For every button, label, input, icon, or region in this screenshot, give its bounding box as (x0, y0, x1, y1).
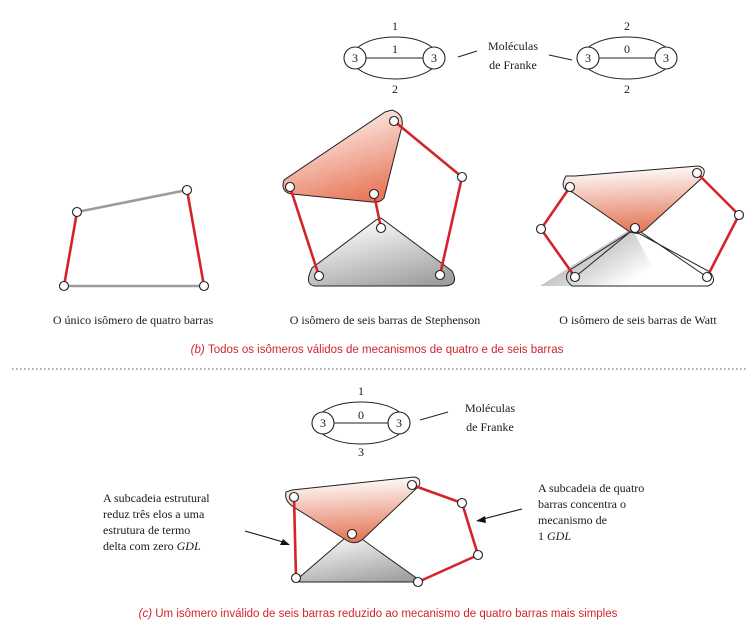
subtitle-c: (c) Um isômero inválido de seis barras r… (139, 608, 618, 620)
watt-mechanism (535, 165, 745, 287)
ternary-link-red (285, 476, 421, 544)
joint (701, 271, 713, 283)
joint (71, 206, 83, 218)
node-label: 3 (431, 51, 437, 65)
binary-link (460, 501, 480, 557)
joint (368, 188, 380, 200)
ternary-link-gray (308, 217, 455, 287)
graph-node (422, 46, 446, 70)
binary-link (416, 553, 480, 584)
ternary-link-red (562, 165, 705, 234)
graph-node (343, 46, 367, 70)
joint (375, 222, 387, 234)
four-bar-mechanism (58, 184, 210, 292)
node-label: 3 (663, 51, 669, 65)
joint (535, 223, 547, 235)
node-label: 3 (396, 416, 402, 430)
joint (733, 209, 745, 221)
franke-graph-c: 3 3 1 0 3 (311, 384, 411, 459)
binary-link (410, 483, 464, 505)
franke-label-line1: Moléculas (488, 39, 538, 53)
joint (198, 280, 210, 292)
franke-label-line2: de Franke (489, 58, 537, 72)
joint (388, 115, 400, 127)
caption-stephenson: O isômero de seis barras de Stephenson (290, 313, 481, 327)
joint (406, 479, 418, 491)
binary-link (392, 119, 464, 179)
binary-link (438, 175, 464, 277)
graph-node (576, 46, 600, 70)
joint (181, 184, 193, 196)
right-note: A subcadeia de quatro barras concentra o… (538, 481, 647, 543)
annotation-arrows (244, 508, 523, 545)
franke-label-line2: de Franke (466, 420, 514, 434)
franke-label-b: Moléculas de Franke (457, 39, 573, 72)
caption-four-bar: O único isômero de quatro barras (53, 313, 214, 327)
joint (290, 572, 302, 584)
franke-label-line1: Moléculas (465, 401, 515, 415)
node-label: 3 (320, 416, 326, 430)
franke-graph-b2: 3 3 2 0 2 (576, 19, 678, 96)
edge-label-middle: 1 (392, 42, 398, 56)
joint (691, 167, 703, 179)
subtitle-b: (b) Todos os isômeros válidos de mecanis… (191, 344, 564, 356)
joint (346, 528, 358, 540)
edge-label-top: 2 (624, 19, 630, 33)
graph-node (387, 411, 411, 435)
joint (569, 271, 581, 283)
joint (284, 181, 296, 193)
joint (313, 270, 325, 282)
binary-link (705, 213, 741, 279)
left-note: A subcadeia estrutural reduz três elos a… (103, 491, 213, 553)
node-label: 3 (585, 51, 591, 65)
binary-link (539, 227, 577, 279)
node-label: 3 (352, 51, 358, 65)
edge-label-middle: 0 (358, 408, 364, 422)
joint (472, 549, 484, 561)
joint (412, 576, 424, 588)
binary-link (695, 171, 741, 217)
edge-label-top: 1 (358, 384, 364, 398)
subtitle-text: Um isômero inválido de seis barras reduz… (155, 608, 617, 620)
binary-link (539, 185, 572, 231)
subtitle-letter: c (142, 608, 148, 620)
binary-link (292, 495, 298, 580)
ternary-link-red (282, 109, 403, 203)
arrow-left (244, 530, 284, 543)
binary-link (288, 185, 321, 278)
ternary-link-gray (292, 531, 424, 583)
joint (434, 269, 446, 281)
joint (629, 222, 641, 234)
edge-label-top: 1 (392, 19, 398, 33)
joint (456, 171, 468, 183)
coupler-link (76, 188, 188, 214)
edge-label-bottom: 3 (358, 445, 364, 459)
franke-graph-b1: 3 3 1 1 2 (343, 19, 446, 96)
invalid-isomer-mechanism (285, 476, 484, 588)
edge-label-bottom: 2 (392, 82, 398, 96)
rocker-link (185, 188, 206, 288)
arrow-right (482, 508, 523, 520)
binary-link (372, 192, 383, 230)
edge-label-bottom: 2 (624, 82, 630, 96)
graph-node (654, 46, 678, 70)
joint (456, 497, 468, 509)
joint (288, 491, 300, 503)
joint (58, 280, 70, 292)
joint (564, 181, 576, 193)
crank-link (62, 210, 79, 288)
franke-label-c: Moléculas de Franke (419, 401, 515, 434)
ternary-link-gray (540, 228, 662, 286)
caption-watt: O isômero de seis barras de Watt (559, 313, 717, 327)
subtitle-text: Todos os isômeros válidos de mecanismos … (208, 344, 564, 356)
stephenson-mechanism (282, 109, 468, 287)
subtitle-letter: b (195, 344, 202, 356)
graph-node (311, 411, 335, 435)
edge-label-middle: 0 (624, 42, 630, 56)
